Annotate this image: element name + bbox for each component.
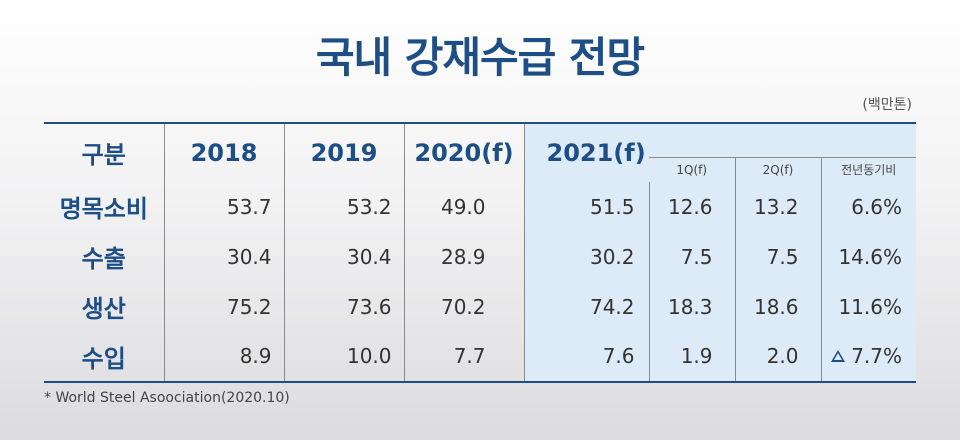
cell-2q: 13.2 bbox=[735, 181, 822, 232]
cell-2020: 7.7 bbox=[404, 331, 525, 382]
cell-1q: 7.5 bbox=[649, 231, 736, 282]
header-category: 구분 bbox=[44, 123, 165, 182]
decrease-triangle-icon bbox=[831, 350, 846, 362]
cell-2021: 74.2 bbox=[524, 281, 650, 332]
row-label: 수출 bbox=[44, 231, 165, 282]
cell-yoy: 7.7% bbox=[821, 331, 916, 382]
cell-2018: 8.9 bbox=[164, 331, 285, 382]
unit-label: (백만톤) bbox=[862, 97, 912, 113]
supply-demand-table: 구분 2018 2019 2020(f) 2021(f) 1Q(f) 2Q(f)… bbox=[44, 122, 916, 383]
header-2q: 2Q(f) bbox=[735, 156, 822, 182]
source-note: * World Steel Asoociation(2020.10) bbox=[44, 390, 290, 406]
cell-2q: 2.0 bbox=[735, 331, 822, 382]
header-year-2021: 2021(f) bbox=[524, 123, 649, 182]
yoy-value: 14.6% bbox=[838, 244, 902, 269]
page-title: 국내 강재수급 전망 bbox=[315, 33, 645, 82]
header-2021-spacer bbox=[649, 123, 916, 157]
cell-2019: 53.2 bbox=[284, 181, 405, 232]
table-row: 수출 30.4 30.4 28.9 30.2 7.5 7.5 14.6% bbox=[44, 231, 916, 282]
yoy-value: 11.6% bbox=[838, 294, 902, 319]
cell-2020: 49.0 bbox=[404, 181, 525, 232]
cell-2q: 18.6 bbox=[735, 281, 822, 332]
cell-2021: 51.5 bbox=[524, 181, 650, 232]
table-row: 생산 75.2 73.6 70.2 74.2 18.3 18.6 11.6% bbox=[44, 281, 916, 332]
cell-2018: 53.7 bbox=[164, 181, 285, 232]
cell-1q: 12.6 bbox=[649, 181, 736, 232]
cell-yoy: 6.6% bbox=[821, 181, 916, 232]
table-row: 명목소비 53.7 53.2 49.0 51.5 12.6 13.2 6.6% bbox=[44, 181, 916, 232]
cell-2q: 7.5 bbox=[735, 231, 822, 282]
cell-2019: 73.6 bbox=[284, 281, 405, 332]
yoy-value: 6.6% bbox=[851, 194, 902, 219]
cell-2019: 10.0 bbox=[284, 331, 405, 382]
row-label: 수입 bbox=[44, 331, 165, 382]
row-label: 명목소비 bbox=[44, 181, 165, 232]
cell-2018: 30.4 bbox=[164, 231, 285, 282]
yoy-value: 7.7% bbox=[851, 344, 902, 368]
cell-1q: 18.3 bbox=[649, 281, 736, 332]
cell-2021: 7.6 bbox=[524, 331, 650, 382]
table-row: 수입 8.9 10.0 7.7 7.6 1.9 2.0 7.7% bbox=[44, 331, 916, 382]
cell-2018: 75.2 bbox=[164, 281, 285, 332]
cell-yoy: 14.6% bbox=[821, 231, 916, 282]
cell-2021: 30.2 bbox=[524, 231, 650, 282]
header-1q: 1Q(f) bbox=[649, 156, 736, 182]
header-year-2019: 2019 bbox=[284, 123, 405, 182]
cell-2020: 70.2 bbox=[404, 281, 525, 332]
header-yoy: 전년동기비 bbox=[821, 156, 916, 182]
cell-2019: 30.4 bbox=[284, 231, 405, 282]
cell-2020: 28.9 bbox=[404, 231, 525, 282]
row-label: 생산 bbox=[44, 281, 165, 332]
cell-yoy: 11.6% bbox=[821, 281, 916, 332]
cell-1q: 1.9 bbox=[649, 331, 736, 382]
header-year-2018: 2018 bbox=[164, 123, 285, 182]
header-year-2020: 2020(f) bbox=[404, 123, 525, 182]
